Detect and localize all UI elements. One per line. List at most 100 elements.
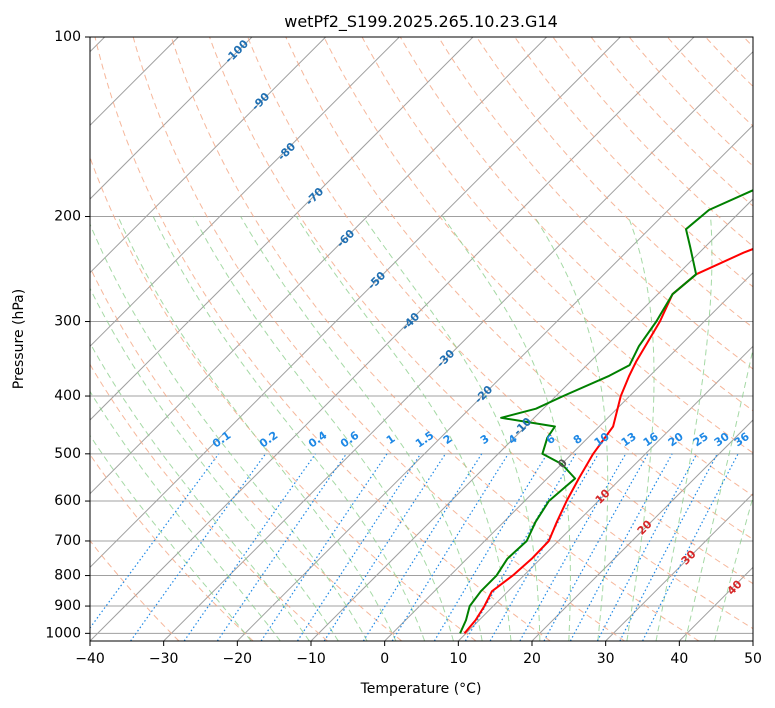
mixing-ratio-label: 30 <box>712 430 732 450</box>
axes: −40 −30 −20 −10 0 10 20 30 40 50 1000 900 800 700 600 5… <box>45 29 762 667</box>
mixing-ratio-label: 0.2 <box>257 429 280 451</box>
y-tick-label: 600 <box>54 493 81 509</box>
dry-adiabat <box>90 363 328 641</box>
mixing-ratio-line <box>90 453 220 629</box>
dry-adiabat <box>743 37 753 48</box>
mixing-ratio-line <box>519 453 627 641</box>
mixing-ratio-line <box>323 453 447 641</box>
dry-adiabat <box>247 37 753 585</box>
dewpoint-profile-line <box>459 189 753 634</box>
temperature-profile-line <box>463 247 753 634</box>
moist-adiabat <box>117 216 397 641</box>
moist-adiabat-label: 40 <box>725 577 745 597</box>
dry-adiabat-label: -80 <box>275 140 298 163</box>
isotherm-gridline <box>752 640 753 641</box>
plot-area <box>90 37 753 641</box>
dry-adiabat-label: -70 <box>303 185 326 208</box>
y-tick-label: 400 <box>54 388 81 404</box>
x-tick-label: −40 <box>75 651 105 667</box>
moist-adiabat <box>152 216 426 641</box>
y-tick-label: 1000 <box>45 625 81 641</box>
mixing-ratio-line <box>362 453 483 641</box>
x-tick-label: 20 <box>523 651 541 667</box>
mixing-ratio-line <box>619 453 718 641</box>
isotherm-gridline <box>90 37 695 641</box>
mixing-ratio-line <box>391 453 509 641</box>
dry-adiabat <box>361 37 753 454</box>
isotherm-gridline <box>90 37 400 348</box>
dry-adiabat <box>552 37 753 247</box>
isotherm-gridline <box>457 345 753 641</box>
x-tick-label: −10 <box>296 651 326 667</box>
dry-adiabat <box>323 37 753 497</box>
mixing-ratio-label: 36 <box>732 430 752 450</box>
x-tick-label: 0 <box>380 651 389 667</box>
isotherm-gridline <box>90 37 327 274</box>
isotherm-gridline <box>90 37 253 200</box>
mixing-ratio-label: 1.5 <box>413 429 436 451</box>
moist-adiabat <box>240 216 483 641</box>
dry-adiabat <box>132 37 625 641</box>
moist-adiabat <box>655 216 713 641</box>
isotherm-gridline <box>605 492 753 641</box>
dry-adiabat <box>437 37 753 370</box>
y-axis-label: Pressure (hPa) <box>11 289 27 389</box>
moist-adiabat <box>90 434 252 641</box>
mixing-ratio-label: 3 <box>478 432 492 447</box>
dry-adiabat <box>170 37 700 641</box>
dry-adiabat <box>94 37 551 641</box>
moist-adiabat <box>362 216 541 641</box>
x-tick-label: 50 <box>744 651 762 667</box>
mixing-ratio-line <box>642 453 739 641</box>
y-tick-label: 200 <box>54 209 81 225</box>
dry-adiabat <box>209 37 753 630</box>
x-tick-label: −20 <box>223 651 253 667</box>
moist-adiabat <box>90 287 339 641</box>
mixing-ratio-label: 1 <box>384 432 398 447</box>
moist-adiabat <box>90 223 368 641</box>
y-tick-label: 300 <box>54 314 81 330</box>
dry-adiabat-label: -40 <box>399 310 422 333</box>
plot-frame <box>89 36 754 642</box>
isotherm-gridline <box>90 37 621 569</box>
x-tick-label: 40 <box>670 651 688 667</box>
x-axis-label: Temperature (°C) <box>360 681 482 697</box>
dry-adiabat <box>90 266 403 641</box>
dry-adiabat <box>476 37 753 329</box>
mixing-ratio-line <box>433 453 548 641</box>
chart-title: wetPf2_S199.2025.265.10.23.G14 <box>284 12 558 32</box>
mixing-ratio-line <box>596 453 698 641</box>
isotherm-gridline <box>384 271 753 641</box>
mixing-ratio-line <box>543 453 649 641</box>
x-tick-label: 30 <box>597 651 615 667</box>
moist-adiabat <box>90 342 310 641</box>
isotherm-gridline <box>310 198 753 641</box>
isotherm-gridline <box>90 37 474 421</box>
mixing-ratio-label: 25 <box>691 430 711 449</box>
mixing-ratio-label: 13 <box>619 430 639 449</box>
dry-adiabat <box>90 453 254 641</box>
x-tick-label: −30 <box>149 651 179 667</box>
dry-adiabat <box>399 37 753 412</box>
y-tick-label: 500 <box>54 446 81 462</box>
y-tick-label: 900 <box>54 598 81 614</box>
mixing-ratio-label: 8 <box>571 432 585 447</box>
isotherm-gridline <box>90 37 548 495</box>
moist-adiabat <box>533 216 609 641</box>
isotherm-gridline <box>678 566 753 641</box>
mixing-ratio-line <box>296 453 422 641</box>
moist-adiabat <box>684 346 753 641</box>
isotherm-gridline <box>163 50 753 641</box>
dry-adiabat <box>705 37 753 88</box>
mixing-ratio-line <box>569 453 673 641</box>
isotherm-gridline <box>236 124 753 641</box>
mixing-ratio-line <box>260 453 388 641</box>
moist-adiabat <box>442 216 571 641</box>
moist-adiabat <box>90 390 281 641</box>
x-tick-label: 10 <box>449 651 467 667</box>
mixing-ratio-label: 16 <box>641 430 661 450</box>
mixing-ratio-label: 20 <box>666 430 686 450</box>
mixing-ratio-line <box>130 453 267 641</box>
isotherm-gridline <box>531 419 753 641</box>
